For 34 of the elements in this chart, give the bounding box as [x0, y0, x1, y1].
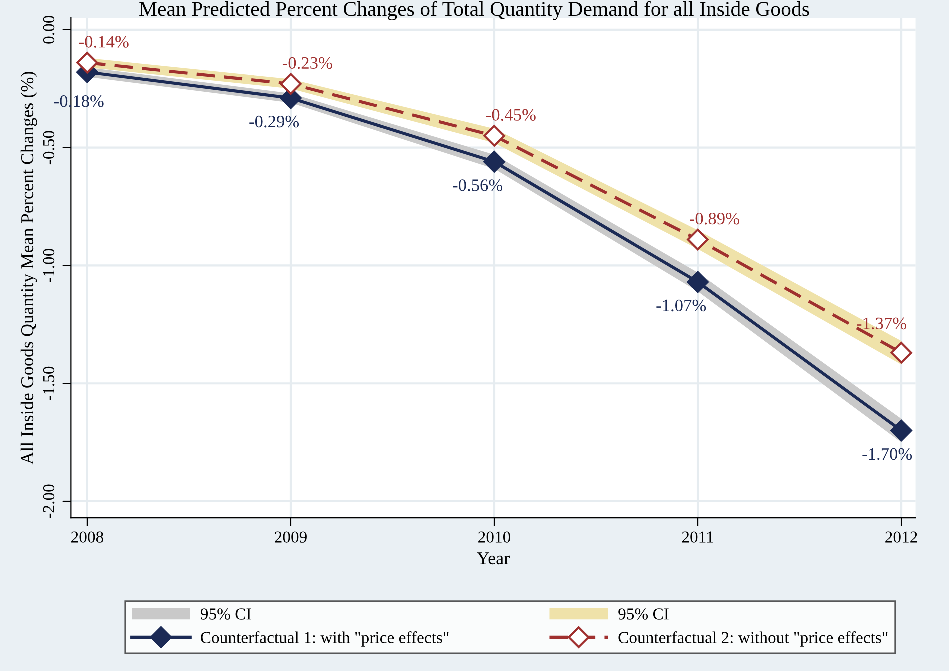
- legend-label: Counterfactual 1: with "price effects": [201, 632, 449, 647]
- point: [890, 420, 912, 442]
- y-tick-label: -1.00: [43, 248, 55, 282]
- point: [687, 271, 709, 294]
- x-tick-label: 2011: [682, 532, 714, 543]
- point: [280, 73, 302, 96]
- y-tick-label: 0.00: [43, 16, 55, 44]
- x-axis-title: Year: [477, 552, 510, 565]
- data-label: -0.56%: [453, 180, 503, 192]
- y-tick-label: -0.50: [43, 131, 55, 165]
- point: [76, 52, 98, 74]
- data-label: -0.89%: [690, 212, 740, 225]
- legend-label: Counterfactual 2: without "price effects": [618, 632, 888, 647]
- x-tick-label: 2008: [72, 532, 104, 543]
- y-tick-label: -1.50: [43, 366, 55, 400]
- data-label: -1.07%: [656, 300, 706, 312]
- data-label: -0.14%: [79, 36, 129, 48]
- data-label: -1.37%: [857, 318, 907, 330]
- point: [484, 151, 506, 173]
- data-label: -0.23%: [282, 57, 332, 70]
- point: [484, 125, 506, 147]
- y-tick-label: -2.00: [43, 484, 55, 518]
- data-label: -0.29%: [250, 116, 300, 128]
- x-tick-label: 2010: [478, 532, 511, 543]
- chart-title: Mean Predicted Percent Changes of Total Quantity Demand for all Inside Goods: [140, 1, 810, 21]
- y-axis-title: All Inside Goods Quantity Mean Percent Changes (%): [20, 72, 38, 465]
- text: 95% CI: [618, 608, 669, 620]
- x-tick-label: 2012: [886, 532, 918, 543]
- data-label: -1.70%: [862, 448, 912, 460]
- point: [687, 228, 709, 251]
- point: [890, 342, 912, 364]
- text: 95% CI: [200, 608, 252, 620]
- x-tick-label: 2009: [275, 532, 307, 543]
- data-label: -0.45%: [486, 109, 536, 121]
